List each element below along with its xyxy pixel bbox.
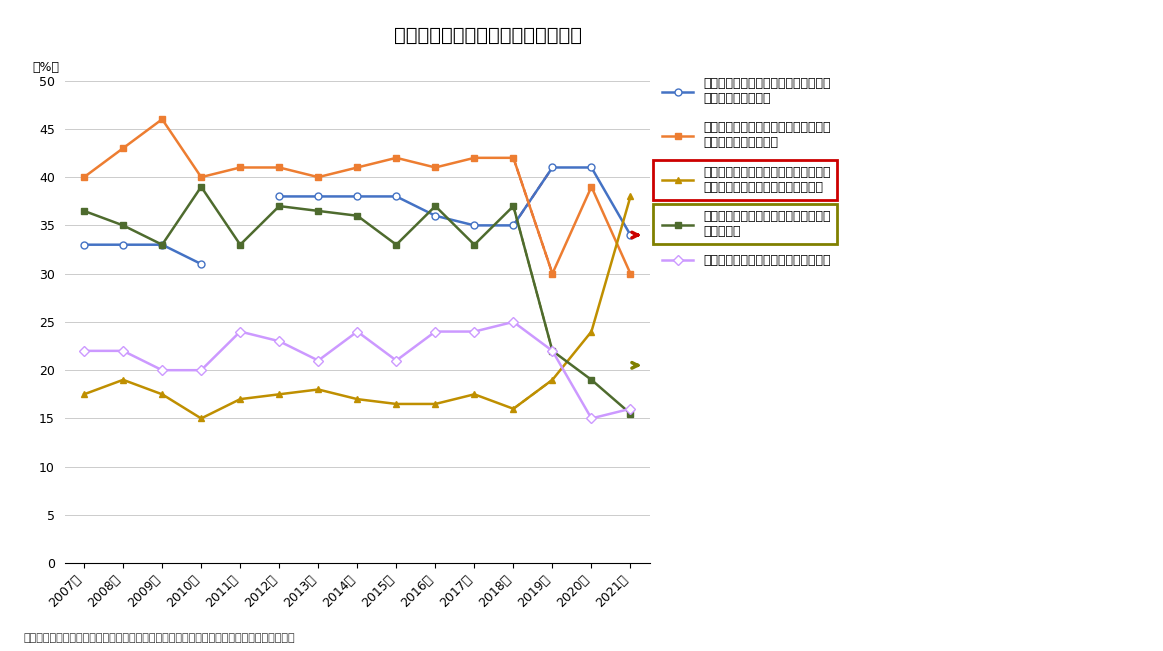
Text: 図表－６　一戸建てが望ましい理由: 図表－６ 一戸建てが望ましい理由: [394, 26, 583, 45]
Text: （出所）国土交通省「土地問題に関する国民の意識調査」をもとにニッセイ基礎研究所作成: （出所）国土交通省「土地問題に関する国民の意識調査」をもとにニッセイ基礎研究所作…: [23, 633, 295, 643]
Legend: 一戸建ての方が、隣家との関係に気を
使わなくてすむから, 購入すれば、土地を含めてすべて自分
自身のものになるから, 一戸建ての方が、補修や建替えの際の
手続き: 一戸建ての方が、隣家との関係に気を 使わなくてすむから, 購入すれば、土地を含め…: [662, 77, 830, 267]
Text: （%）: （%）: [33, 61, 59, 74]
